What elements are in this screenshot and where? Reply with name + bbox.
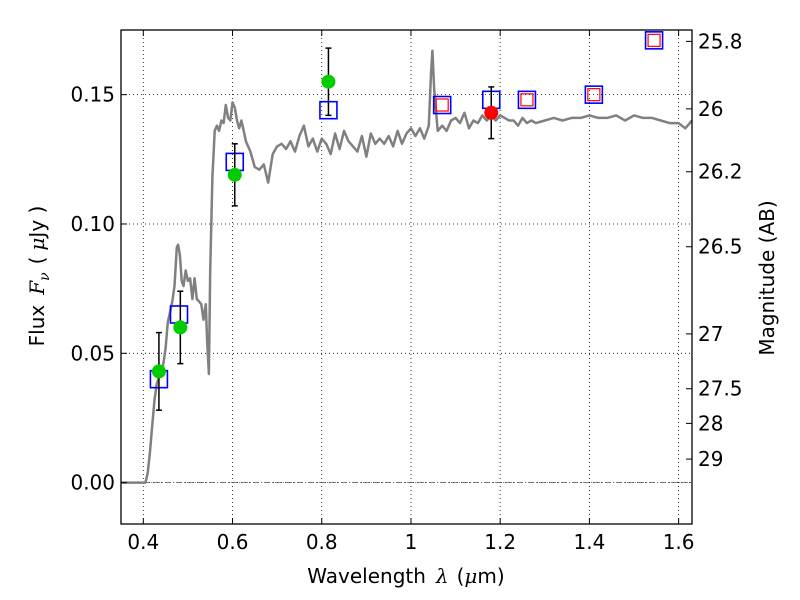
x-tick-label: 1.2	[484, 530, 516, 554]
plot-frame	[120, 29, 693, 525]
magnitude-tick-label: 27.5	[698, 377, 743, 401]
upper-limit-point	[435, 98, 449, 112]
y-axis-label: FluxFν(μJy )	[25, 206, 53, 347]
series-observed-detections-green-	[151, 47, 336, 411]
magnitude-tick-label: 25.8	[698, 29, 743, 53]
observed-flux-point	[321, 74, 336, 89]
x-tick-label: 0.6	[217, 530, 249, 554]
observed-flux-point	[484, 105, 499, 120]
observed-flux-point	[227, 167, 242, 182]
series-upper-limits-red-squares-	[435, 33, 661, 112]
plot-data	[121, 31, 693, 484]
magnitude-tick-label: 26	[698, 97, 723, 121]
model-spectrum-line	[121, 49, 693, 484]
x-tick-label: 1.4	[573, 530, 605, 554]
series-observed-detection-red-	[484, 86, 499, 140]
model-photometry-point	[517, 90, 537, 110]
x-tick-label: 0.8	[306, 530, 338, 554]
model-photometry-point	[432, 95, 452, 115]
x-tick-label: 1.6	[663, 530, 695, 554]
x-tick-label: 1	[405, 530, 418, 554]
x-axis-label: Wavelength λ (μm)	[307, 564, 504, 588]
series-model-photometry-blue-squares-	[149, 31, 664, 389]
y-tick-label: 0.15	[70, 83, 115, 107]
y-tick-label: 0.05	[70, 341, 115, 365]
x-axis-ticks: 0.4 0.6 0.8 1 1.2 1.4 1.6	[127, 30, 695, 554]
magnitude-tick-label: 26.5	[698, 235, 743, 259]
magnitude-tick-label: 29	[698, 447, 723, 471]
x-tick-label: 0.4	[127, 530, 159, 554]
grid-lines	[121, 30, 692, 524]
magnitude-tick-label: 28	[698, 411, 723, 435]
magnitude-tick-label: 27	[698, 322, 723, 346]
magnitude-axis-ticks: 25.8 26 26.2 26.5 27 27.5 28 29	[686, 29, 743, 471]
model-photometry-point	[584, 85, 604, 104]
upper-limit-point	[520, 93, 534, 107]
magnitude-axis-label: Magnitude (AB)	[755, 200, 779, 355]
observed-flux-point	[151, 364, 166, 379]
series-model-spectrum	[121, 49, 693, 484]
upper-limit-point	[587, 88, 601, 102]
upper-limit-point	[647, 33, 661, 47]
observed-flux-point	[173, 320, 188, 335]
magnitude-tick-label: 26.2	[698, 160, 743, 184]
model-photometry-point	[644, 31, 664, 50]
model-photometry-point	[169, 305, 189, 324]
y-axis-ticks: 0.00 0.05 0.10 0.15	[70, 83, 127, 495]
y-tick-label: 0.10	[70, 212, 115, 236]
y-tick-label: 0.00	[70, 471, 115, 495]
